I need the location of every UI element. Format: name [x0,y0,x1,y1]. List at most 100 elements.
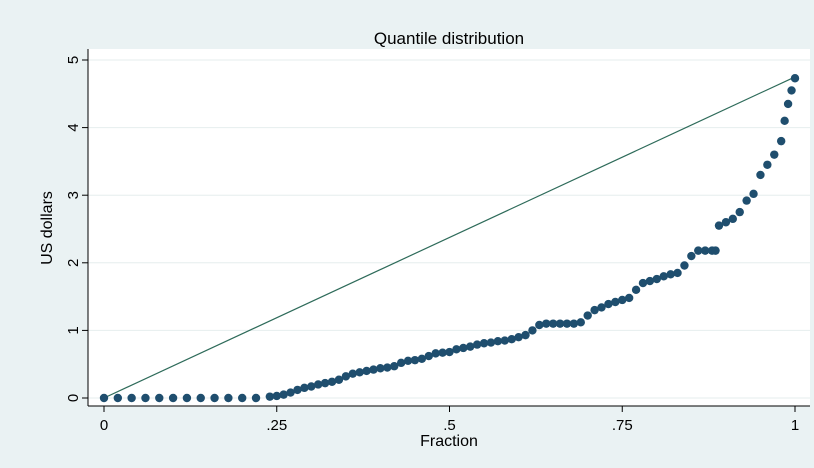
axes [82,49,810,412]
x-tick-label: .5 [443,417,456,434]
data-point [396,358,406,368]
data-point [272,391,281,401]
data-point [500,336,509,345]
data-point [286,388,295,397]
data-point [155,393,164,403]
data-point [182,393,192,403]
data-point [714,221,724,230]
y-tick-label: 4 [65,123,82,131]
data-point [514,332,523,342]
data-point [783,99,793,109]
data-point [417,354,427,363]
data-point [528,326,537,335]
y-tick-label: 3 [65,191,82,199]
data-point [756,170,765,180]
data-point [694,246,703,255]
data-point [562,319,572,328]
y-tick-label: 2 [65,259,82,267]
x-tick-label: 1 [791,417,799,434]
data-point [631,285,641,295]
data-point [763,160,772,169]
data-point [300,383,309,393]
data-point [687,251,696,261]
data-point [445,347,454,357]
data-point [410,355,420,365]
data-point [99,393,109,403]
data-point [735,207,744,217]
data-point [548,319,558,328]
data-point [590,305,599,315]
reference-line [103,76,796,399]
data-point [127,393,136,403]
data-point [376,364,385,373]
data-point [638,278,648,288]
grid-lines [88,59,810,399]
data-point [113,393,123,403]
data-point [341,372,351,381]
data-point [369,365,378,374]
data-point [700,246,710,255]
data-point [611,297,620,307]
data-point [507,334,516,344]
data-point [521,330,530,340]
data-point [168,393,178,403]
data-point [479,339,489,348]
data-point [666,270,675,279]
data-point [555,319,565,328]
y-tick-label: 1 [65,326,82,334]
data-point [742,196,751,205]
data-point [251,393,261,403]
data-point [535,320,544,330]
data-point [652,274,661,284]
data-point [493,337,503,346]
data-point [604,299,613,309]
data-point [383,363,392,372]
data-point [210,393,219,403]
data-point [355,368,364,377]
data-point [327,377,337,386]
data-point [141,393,150,403]
chart-title: Quantile distribution [374,29,524,48]
data-point [390,362,399,371]
x-tick-label: .75 [612,417,633,434]
data-point [728,214,738,224]
data-points [99,74,800,403]
data-point [787,86,796,95]
y-axis-title: US dollars [39,191,56,265]
data-point [362,366,371,376]
data-point [279,390,288,399]
data-point [459,343,468,353]
x-axis-title: Fraction [420,433,478,450]
data-point [224,393,233,403]
data-point [749,189,758,199]
x-tick-label: .25 [266,417,287,434]
data-point [472,340,482,349]
data-point [790,74,800,83]
y-tick-label: 0 [65,394,82,402]
data-point [307,382,316,391]
data-point [314,380,323,389]
plot-area [88,49,810,406]
data-point [569,319,579,328]
data-point [542,319,551,328]
data-point [780,116,789,126]
reference-diagonal-line [103,76,796,399]
data-point [334,375,344,384]
data-point [438,348,447,357]
data-point [776,136,786,146]
data-point [486,338,496,347]
data-point [673,268,682,278]
data-point [238,393,247,403]
data-point [293,385,302,395]
data-point [583,311,592,320]
data-point [770,150,779,159]
data-point [711,246,720,255]
data-point [680,261,689,270]
data-point [403,356,413,366]
data-point [320,378,330,388]
data-point [645,276,655,286]
data-point [466,342,475,351]
data-point [431,349,440,358]
data-point [721,218,731,227]
